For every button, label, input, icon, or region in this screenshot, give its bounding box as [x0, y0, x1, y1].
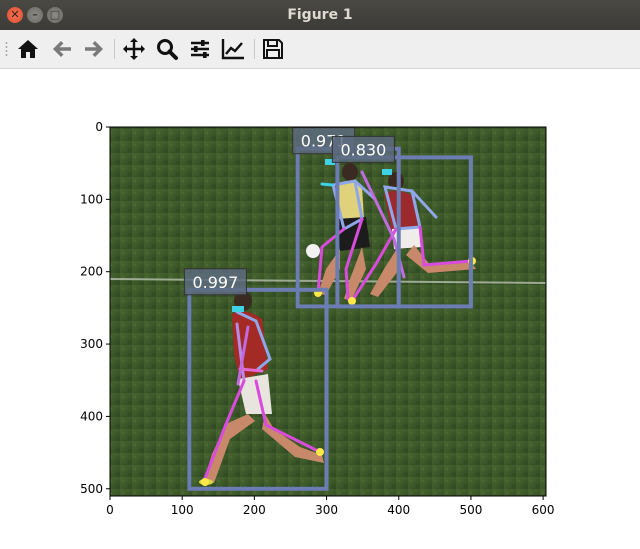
x-tick-label: 500	[459, 503, 482, 517]
skeleton-1	[201, 306, 324, 486]
home-button[interactable]	[14, 35, 42, 63]
y-tick-label: 400	[80, 409, 103, 423]
toolbar	[0, 30, 640, 69]
bounding-box	[335, 155, 473, 309]
save-icon	[263, 39, 283, 59]
save-button[interactable]	[259, 35, 287, 63]
detection-1: 0.997	[183, 268, 329, 491]
pan-icon	[123, 38, 145, 60]
subplots-icon	[191, 40, 209, 58]
toolbar-separator	[254, 39, 255, 59]
zoom-button[interactable]	[153, 35, 181, 63]
x-tick-label: 100	[171, 503, 194, 517]
edit-axis-button[interactable]	[219, 35, 247, 63]
bounding-box	[187, 287, 329, 491]
configure-subplots-button[interactable]	[186, 35, 214, 63]
pan-button[interactable]	[120, 35, 148, 63]
score-label: 0.997	[192, 273, 238, 292]
detection-3: 0.830	[331, 135, 473, 309]
zoom-icon	[157, 39, 178, 60]
y-tick-label: 0	[95, 120, 103, 134]
title-bar: ✕ – □ Figure 1	[0, 0, 640, 30]
toolbar-separator	[114, 39, 115, 59]
toolbar-grip[interactable]	[5, 41, 8, 57]
y-tick-label: 500	[80, 482, 103, 496]
score-label: 0.830	[340, 140, 386, 159]
home-icon	[18, 40, 38, 58]
y-axis: 0 100 200 300 400 500	[80, 120, 110, 496]
score-label-bg	[183, 268, 247, 296]
y-tick-label: 100	[80, 192, 103, 206]
skeleton-2	[314, 159, 377, 301]
close-window-button[interactable]: ✕	[7, 7, 23, 23]
forward-button[interactable]	[80, 35, 108, 63]
x-tick-label: 400	[387, 503, 410, 517]
axes-frame	[109, 126, 547, 497]
back-arrow-icon	[53, 41, 71, 57]
maximize-window-button[interactable]: □	[47, 7, 63, 23]
minimize-window-button[interactable]: –	[27, 7, 43, 23]
back-button[interactable]	[48, 35, 76, 63]
score-label-bg	[331, 135, 395, 163]
y-tick-label: 300	[80, 337, 103, 351]
window-title: Figure 1	[287, 7, 353, 23]
axes-edit-icon	[221, 39, 244, 60]
y-tick-label: 200	[80, 265, 103, 279]
x-tick-label: 0	[106, 503, 114, 517]
x-tick-label: 300	[315, 503, 338, 517]
x-tick-label: 600	[532, 503, 555, 517]
figure-canvas[interactable]: 0.997 0.971 0.830 0 100 200 300 400 500 600 0 100…	[0, 69, 640, 549]
x-axis: 0 100 200 300 400 500 600	[106, 496, 555, 517]
forward-arrow-icon	[85, 41, 103, 57]
x-tick-label: 200	[243, 503, 266, 517]
